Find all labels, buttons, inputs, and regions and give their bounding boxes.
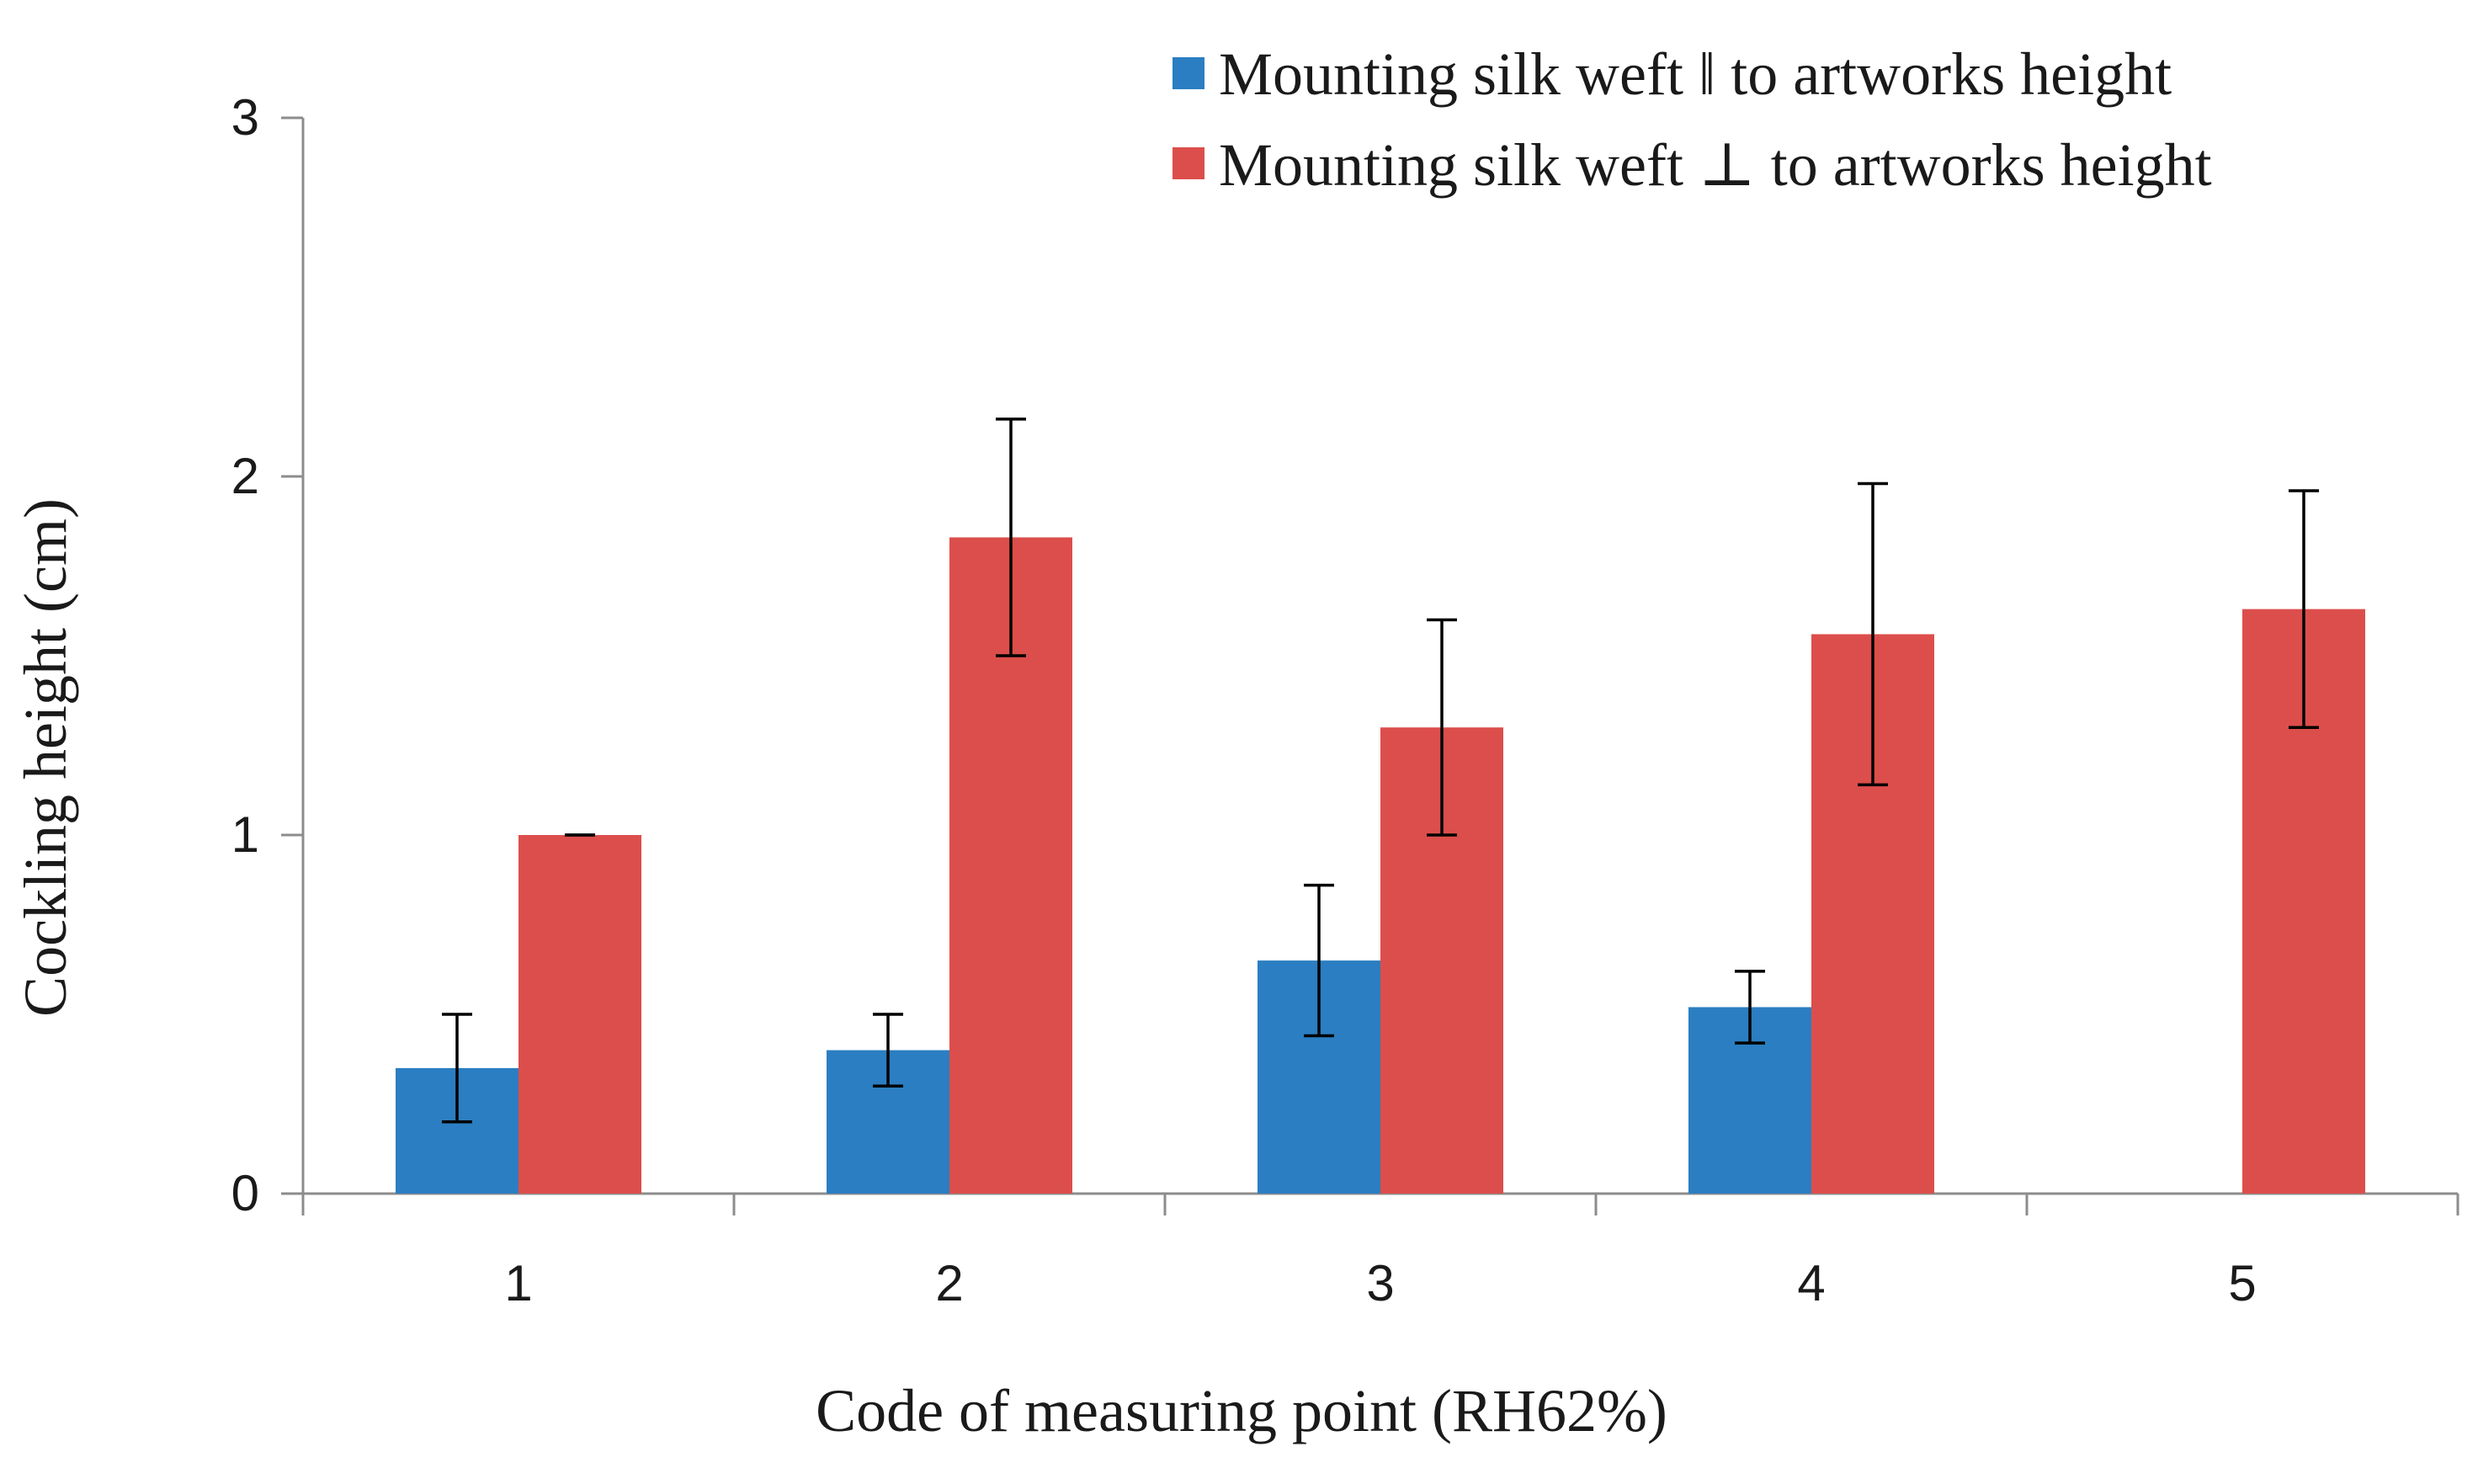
y-tick-label: 3 — [231, 89, 259, 146]
error-bar-series2-cat5 — [2289, 489, 2319, 729]
x-tick-label: 2 — [935, 1255, 963, 1311]
legend: Mounting silk weft ‖ to artworks height … — [1173, 40, 2212, 199]
error-bar-series2-cat4 — [1858, 481, 1888, 787]
error-bar-series1-cat1 — [442, 1013, 472, 1124]
y-axis-label: Cockling height (cm) — [12, 498, 79, 1017]
error-bar-series1-cat3 — [1304, 883, 1334, 1038]
legend-label-parallel: Mounting silk weft ‖ to artworks height — [1219, 40, 2172, 108]
error-bar-series2-cat2 — [996, 418, 1026, 657]
error-bar-series1-cat4 — [1735, 970, 1765, 1045]
x-tick-label: 4 — [1797, 1255, 1825, 1311]
legend-label-perpendicular: Mounting silk weft ⊥ to artworks height — [1219, 131, 2212, 199]
bar-series2-cat1 — [518, 835, 641, 1194]
legend-swatch-perpendicular — [1173, 147, 1204, 179]
x-tick-label: 5 — [2228, 1255, 2256, 1311]
error-bar-series1-cat2 — [873, 1013, 903, 1088]
legend-swatch-parallel — [1173, 57, 1204, 89]
x-axis-label: Code of measuring point (RH62%) — [816, 1377, 1667, 1444]
x-tick-label: 3 — [1366, 1255, 1394, 1311]
tick-labels: 0 1 2 3 1 2 3 4 5 — [231, 89, 2257, 1311]
error-bars — [442, 418, 2319, 1124]
error-bar-series2-cat3 — [1427, 618, 1457, 837]
bars — [396, 537, 2365, 1194]
y-tick-label: 1 — [231, 806, 259, 863]
y-tick-label: 2 — [231, 448, 259, 504]
y-tick-label: 0 — [231, 1165, 259, 1221]
x-tick-label: 1 — [504, 1255, 532, 1311]
